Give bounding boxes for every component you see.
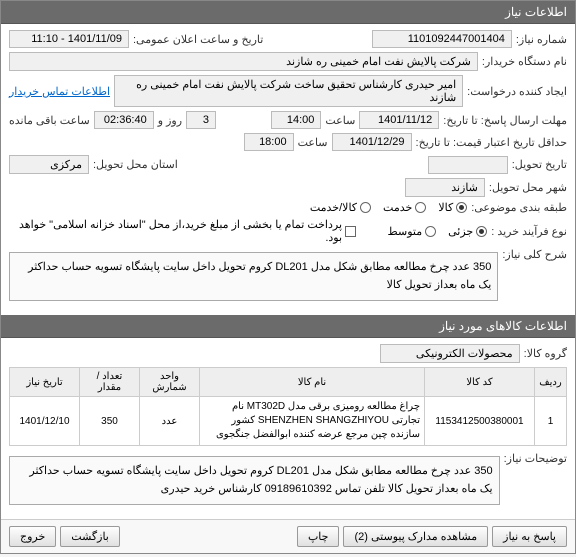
field-general-desc: 350 عدد چرخ مطالعه مطابق شکل مدل DL201 ک… (9, 252, 498, 301)
label-announce-datetime: تاریخ و ساعت اعلان عمومی: (133, 33, 263, 46)
radio-both[interactable] (360, 202, 371, 213)
td-unit: عدد (140, 397, 200, 446)
field-answer-date: 1401/11/12 (359, 111, 439, 129)
goods-info-body: گروه کالا: محصولات الکترونیکی ردیف کد کا… (1, 338, 575, 519)
row-answer-deadline: مهلت ارسال پاسخ: تا تاریخ: 1401/11/12 سا… (9, 111, 567, 129)
field-days-remaining: 3 (186, 111, 216, 129)
label-credit-min: حداقل تاریخ اعتبار قیمت: تا تاریخ: (416, 136, 567, 149)
field-credit-hour: 18:00 (244, 133, 294, 151)
label-general-desc: شرح کلی نیاز: (502, 248, 567, 261)
need-info-title: اطلاعات نیاز (505, 5, 567, 19)
field-credit-date: 1401/12/29 (332, 133, 412, 151)
radio-item-service[interactable]: خدمت (383, 201, 426, 214)
radio-item-goods[interactable]: کالا (438, 201, 467, 214)
label-delivery-date: تاریخ تحویل: (512, 158, 567, 171)
label-request-creator: ایجاد کننده درخواست: (467, 85, 567, 98)
back-button[interactable]: بازگشت (60, 526, 120, 547)
row-request-creator: ایجاد کننده درخواست: امیر حیدری کارشناس … (9, 75, 567, 107)
section-header-goods-info: اطلاعات کالاهای مورد نیاز (1, 315, 575, 338)
th-code: کد کالا (425, 368, 535, 397)
radio-service[interactable] (415, 202, 426, 213)
label-need-number: شماره نیاز: (516, 33, 567, 46)
row-packing: طبقه بندی موضوعی: کالا خدمت کالا/خدمت (9, 201, 567, 214)
td-date: 1401/12/10 (10, 397, 80, 446)
radio-goods[interactable] (456, 202, 467, 213)
label-packing: طبقه بندی موضوعی: (471, 201, 567, 214)
exit-button[interactable]: خروج (9, 526, 56, 547)
need-form-container: اطلاعات نیاز شماره نیاز: 110109244700140… (0, 0, 576, 554)
th-unit: واحد شمارش (140, 368, 200, 397)
table-row[interactable]: 1 1153412500380001 چراغ مطالعه رومیزی بر… (10, 397, 567, 446)
radio-item-both[interactable]: کالا/خدمت (310, 201, 371, 214)
th-row: ردیف (535, 368, 567, 397)
goods-info-title: اطلاعات کالاهای مورد نیاز (439, 319, 567, 333)
label-need-explain: توضیحات نیاز: (504, 452, 567, 465)
field-province: مرکزی (9, 155, 89, 174)
checkbox-treasury[interactable] (345, 226, 356, 237)
field-device-name: شرکت پالایش نفت امام خمینی ره شازند (9, 52, 478, 71)
row-need-number: شماره نیاز: 1101092447001404 تاریخ و ساع… (9, 30, 567, 48)
field-need-number: 1101092447001404 (372, 30, 512, 48)
field-goods-group: محصولات الکترونیکی (380, 344, 520, 363)
radio-item-partial[interactable]: جزئی (448, 225, 487, 238)
radio-partial[interactable] (476, 226, 487, 237)
row-delivery-city: شهر محل تحویل: شازند (9, 178, 567, 197)
label-remaining: ساعت باقی مانده (9, 114, 90, 127)
radio-label-service: خدمت (383, 201, 412, 214)
label-hour-2: ساعت (298, 136, 328, 149)
row-need-explain: توضیحات نیاز: 350 عدد چرخ مطالعه مطابق ش… (9, 452, 567, 509)
th-date: تاریخ نیاز (10, 368, 80, 397)
label-goods-group: گروه کالا: (524, 347, 567, 360)
radio-item-medium[interactable]: متوسط (388, 225, 437, 238)
row-goods-group: گروه کالا: محصولات الکترونیکی (9, 344, 567, 363)
label-hour-1: ساعت (325, 114, 355, 127)
label-delivery-city: شهر محل تحویل: (489, 181, 567, 194)
radio-group-process: جزئی متوسط پرداخت تمام یا بخشی از مبلغ خ… (9, 218, 487, 244)
section-header-need-info: اطلاعات نیاز (1, 1, 575, 24)
field-announce-datetime: 1401/11/09 - 11:10 (9, 30, 129, 48)
radio-label-goods: کالا (438, 201, 453, 214)
row-delivery-date: تاریخ تحویل: استان محل تحویل: مرکزی (9, 155, 567, 174)
label-process: نوع فرآیند خرید : (491, 225, 567, 238)
attachments-button[interactable]: مشاهده مدارک پیوستی (2) (343, 526, 488, 547)
radio-medium[interactable] (425, 226, 436, 237)
field-delivery-date (428, 156, 508, 174)
label-answer-deadline: مهلت ارسال پاسخ: تا تاریخ: (443, 114, 567, 127)
row-process: نوع فرآیند خرید : جزئی متوسط پرداخت تمام… (9, 218, 567, 244)
label-device-name: نام دستگاه خریدار: (482, 55, 567, 68)
link-contact-info[interactable]: اطلاعات تماس خریدار (9, 85, 110, 98)
table-header-row: ردیف کد کالا نام کالا واحد شمارش تعداد /… (10, 368, 567, 397)
field-answer-hour: 14:00 (271, 111, 321, 129)
td-qty: 350 (80, 397, 140, 446)
row-credit-min: حداقل تاریخ اعتبار قیمت: تا تاریخ: 1401/… (9, 133, 567, 151)
field-request-creator: امیر حیدری کارشناس تحقیق ساخت شرکت پالای… (114, 75, 463, 107)
radio-group-packing: کالا خدمت کالا/خدمت (310, 201, 467, 214)
goods-table: ردیف کد کالا نام کالا واحد شمارش تعداد /… (9, 367, 567, 446)
field-city: شازند (405, 178, 485, 197)
radio-label-both: کالا/خدمت (310, 201, 357, 214)
footer-buttons: پاسخ به نیاز مشاهده مدارک پیوستی (2) چاپ… (1, 519, 575, 553)
label-and: روز و (158, 114, 182, 127)
label-delivery-province: استان محل تحویل: (93, 158, 178, 171)
radio-label-partial: جزئی (448, 225, 473, 238)
td-row: 1 (535, 397, 567, 446)
checkbox-item-note[interactable]: پرداخت تمام یا بخشی از مبلغ خرید،از محل … (9, 218, 356, 244)
btn-group-left: پاسخ به نیاز مشاهده مدارک پیوستی (2) چاپ (297, 526, 567, 547)
print-button[interactable]: چاپ (297, 526, 340, 547)
need-info-body: شماره نیاز: 1101092447001404 تاریخ و ساع… (1, 24, 575, 315)
td-code: 1153412500380001 (425, 397, 535, 446)
btn-group-right: بازگشت خروج (9, 526, 120, 547)
reply-button[interactable]: پاسخ به نیاز (492, 526, 567, 547)
th-qty: تعداد / مقدار (80, 368, 140, 397)
row-device-name: نام دستگاه خریدار: شرکت پالایش نفت امام … (9, 52, 567, 71)
th-name: نام کالا (200, 368, 425, 397)
field-time-remaining: 02:36:40 (94, 111, 154, 129)
field-need-explain: 350 عدد چرخ مطالعه مطابق شکل مدل DL201 ک… (9, 456, 500, 505)
radio-label-medium: متوسط (388, 225, 423, 238)
td-name: چراغ مطالعه رومیزی برقی مدل MT302D نام ت… (200, 397, 425, 446)
row-general-desc: شرح کلی نیاز: 350 عدد چرخ مطالعه مطابق ش… (9, 248, 567, 305)
checkbox-label-note: پرداخت تمام یا بخشی از مبلغ خرید،از محل … (9, 218, 342, 244)
